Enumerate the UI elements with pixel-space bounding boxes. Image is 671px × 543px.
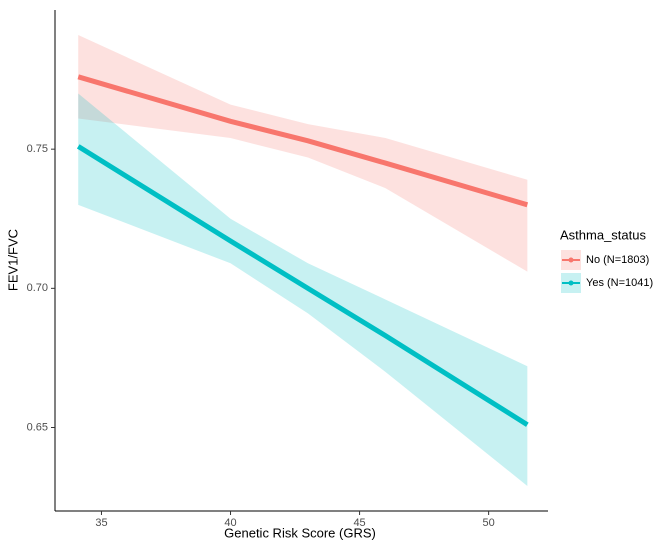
x-tick-label: 45 xyxy=(353,517,365,529)
confidence-band xyxy=(78,93,528,486)
y-axis-title: FEV1/FVC xyxy=(5,229,20,291)
legend-dot xyxy=(568,257,574,263)
y-tick-label: 0.70 xyxy=(27,282,48,294)
x-tick-label: 50 xyxy=(483,517,495,529)
x-tick-label: 35 xyxy=(95,517,107,529)
x-axis-title: Genetic Risk Score (GRS) xyxy=(224,525,376,540)
y-tick-label: 0.65 xyxy=(27,421,48,433)
trend-line xyxy=(77,74,529,208)
y-tick-label: 0.75 xyxy=(27,143,48,155)
legend-title: Asthma_status xyxy=(560,227,646,242)
legend-dot xyxy=(568,280,574,286)
confidence-band xyxy=(78,35,528,272)
x-tick-label: 40 xyxy=(224,517,236,529)
trend-line xyxy=(76,144,529,427)
legend-label: No (N=1803) xyxy=(586,254,649,266)
legend-label: Yes (N=1041) xyxy=(586,277,653,289)
